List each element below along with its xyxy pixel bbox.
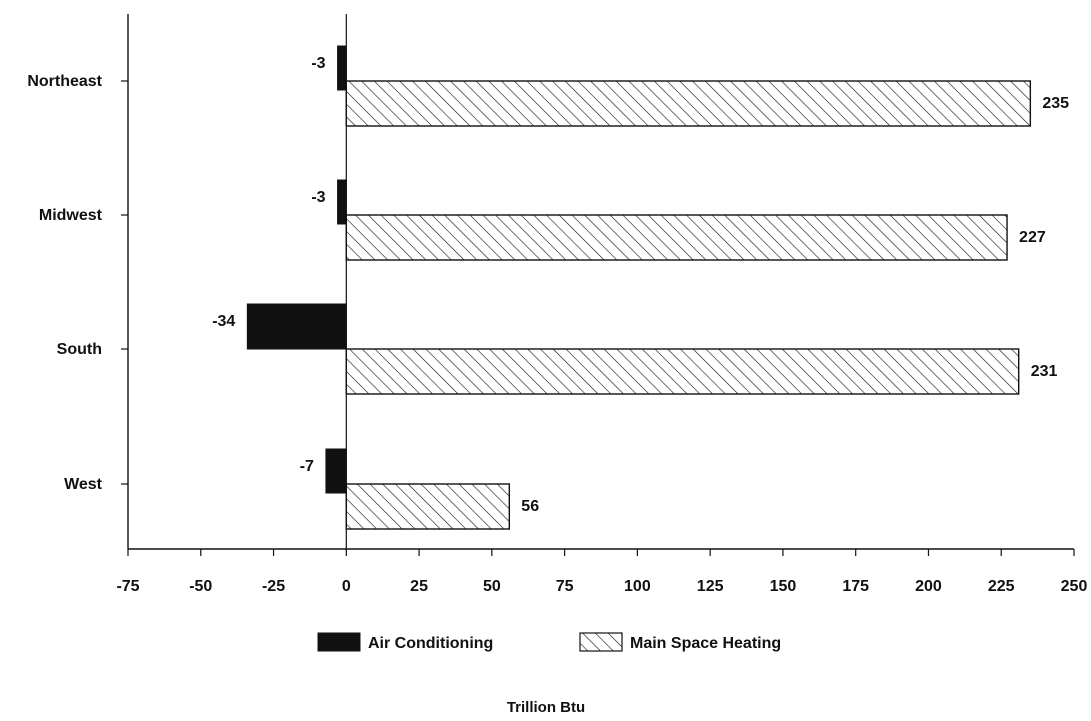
- air-conditioning-bar: [337, 179, 347, 225]
- data-label: -3: [311, 189, 325, 206]
- x-tick-label: 150: [770, 578, 797, 595]
- x-tick-label: 50: [483, 578, 501, 595]
- x-tick-label: 75: [556, 578, 574, 595]
- legend: Air Conditioning Main Space Heating: [317, 632, 781, 652]
- data-label: -7: [300, 458, 314, 475]
- data-label: -3: [311, 55, 325, 72]
- x-tick-label: 25: [410, 578, 428, 595]
- legend-swatch-main-space-heating: [579, 632, 623, 652]
- data-label: -34: [212, 313, 235, 330]
- category-label: West: [64, 476, 103, 493]
- x-tick-label: 125: [697, 578, 724, 595]
- legend-label-air-conditioning: Air Conditioning: [368, 635, 493, 652]
- x-tick-label: 250: [1061, 578, 1088, 595]
- labels: -3 235 -3 227 -34 231 -7 56: [212, 55, 1069, 515]
- x-tick-label: 100: [624, 578, 651, 595]
- x-tick-label: -25: [262, 578, 285, 595]
- data-label: 227: [1019, 229, 1046, 246]
- x-tick-label: -75: [116, 578, 139, 595]
- x-tick-label: 225: [988, 578, 1015, 595]
- data-label: 56: [521, 498, 539, 515]
- x-axis-title: Trillion Btu: [507, 699, 585, 716]
- data-label: 231: [1031, 363, 1058, 380]
- air-conditioning-bar: [325, 448, 347, 494]
- category-label: Midwest: [39, 207, 103, 224]
- bars: [246, 45, 1032, 530]
- air-conditioning-bar: [337, 45, 347, 91]
- axes: -75 -50 -25 0 25 50 75 100 125 150 175 200 225 250 Nor…: [27, 14, 1087, 595]
- main-space-heating-bar: [345, 80, 1032, 127]
- category-label: South: [57, 341, 102, 358]
- x-tick-label: 200: [915, 578, 942, 595]
- legend-swatch-air-conditioning: [317, 632, 361, 652]
- category-label: Northeast: [27, 73, 102, 90]
- main-space-heating-bar: [345, 214, 1008, 261]
- legend-label-main-space-heating: Main Space Heating: [630, 635, 781, 652]
- main-space-heating-bar: [345, 483, 511, 530]
- air-conditioning-bar: [246, 303, 347, 350]
- x-tick-label: 175: [842, 578, 869, 595]
- x-tick-label: 0: [342, 578, 351, 595]
- x-tick-label: -50: [189, 578, 212, 595]
- data-label: 235: [1042, 95, 1069, 112]
- main-space-heating-bar: [345, 348, 1020, 395]
